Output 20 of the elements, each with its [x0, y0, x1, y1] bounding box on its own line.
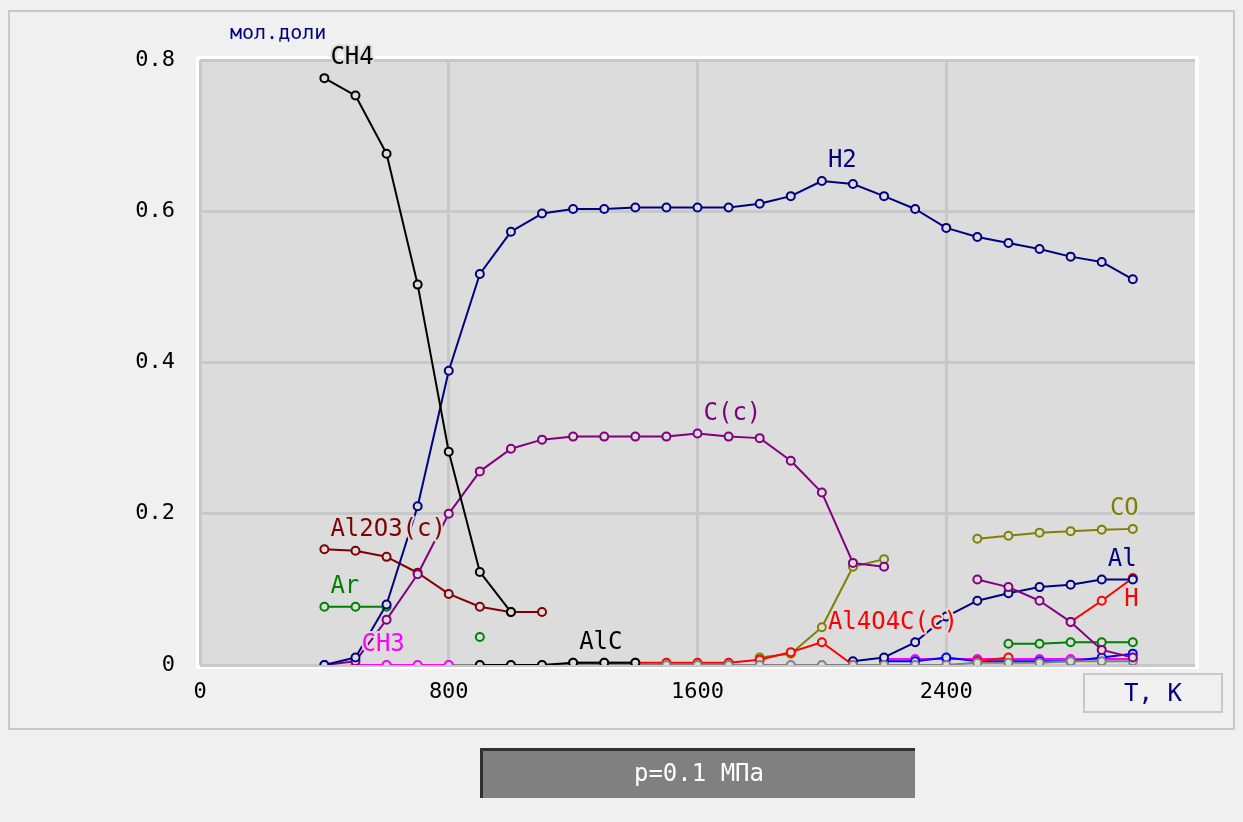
y-tick-label: 0.6 — [135, 196, 175, 222]
x-axis-title: T, K — [1083, 673, 1223, 713]
series-label: AlC — [579, 626, 623, 655]
x-tick-label: 800 — [428, 677, 469, 703]
y-tick-label: 0 — [161, 650, 175, 676]
text: p=0.1 МПа — [480, 748, 915, 798]
y-tick-label: 0.8 — [135, 45, 175, 71]
series-label: Ar — [330, 571, 360, 599]
series-label: CH4 — [330, 42, 374, 71]
x-tick-label: 0 — [193, 677, 207, 703]
y-tick-label: 0.2 — [135, 499, 175, 525]
series-label: C(c) — [703, 397, 762, 426]
x-tick-label: 1600 — [671, 677, 724, 703]
y-axis-title: мол.доли — [230, 20, 327, 44]
series-label: H — [1124, 584, 1139, 613]
series-label: Al — [1107, 543, 1137, 572]
x-tick-label: 2400 — [919, 677, 973, 703]
series-label: CO — [1109, 493, 1139, 522]
series-label: H2 — [827, 145, 857, 174]
y-tick-label: 0.4 — [135, 348, 175, 374]
